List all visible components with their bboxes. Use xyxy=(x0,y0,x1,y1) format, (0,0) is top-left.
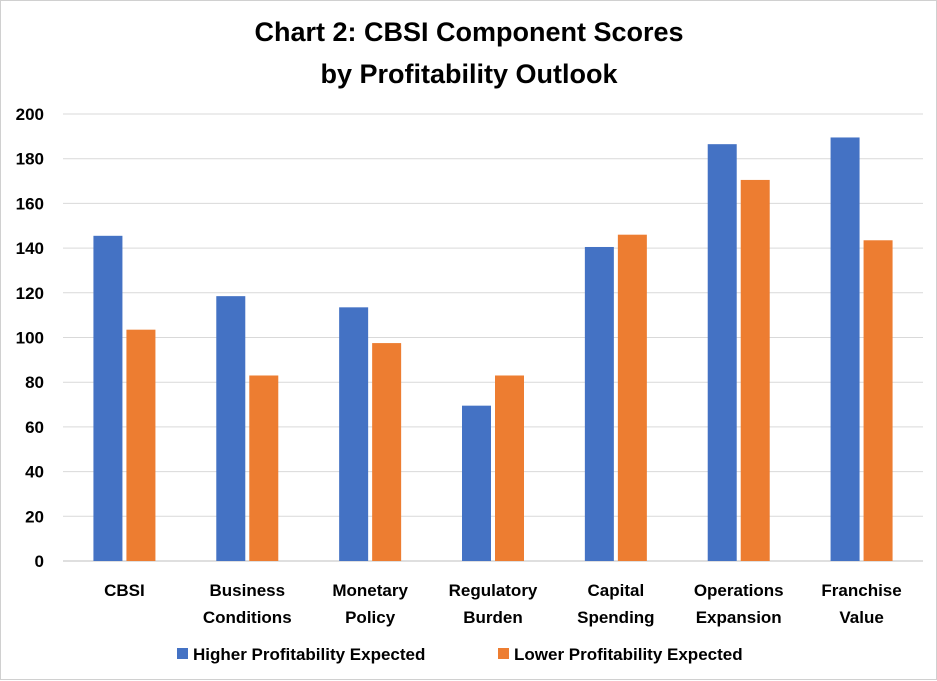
y-tick-label: 120 xyxy=(16,284,44,303)
y-tick-label: 0 xyxy=(35,552,44,571)
category-label: Regulatory xyxy=(449,581,538,600)
y-axis-ticks: 0 20 40 60 80 100 120 140 160 180 200 xyxy=(16,105,44,571)
category-label: Capital xyxy=(588,581,645,600)
chart-title: Chart 2: CBSI Component Scores xyxy=(254,17,683,47)
bar-higher-3 xyxy=(462,405,491,561)
category-label: Expansion xyxy=(696,608,782,627)
y-tick-label: 180 xyxy=(16,150,44,169)
bar-lower-1 xyxy=(249,375,279,561)
bar-lower-4 xyxy=(617,234,647,561)
legend: Higher Profitability Expected Lower Profi… xyxy=(177,645,743,664)
bar-higher-1 xyxy=(216,296,246,561)
bar-lower-2 xyxy=(372,343,402,561)
bar-lower-5 xyxy=(740,179,770,561)
x-axis-categories: CBSI Business Conditions Monetary Policy Regu… xyxy=(104,581,902,627)
bar-lower-0 xyxy=(126,329,156,561)
legend-swatch xyxy=(177,648,188,659)
y-tick-label: 60 xyxy=(25,418,44,437)
category-label: CBSI xyxy=(104,581,145,600)
category-label: Operations xyxy=(694,581,784,600)
category-label: Spending xyxy=(577,608,654,627)
y-tick-label: 100 xyxy=(16,329,44,348)
bar-lower-6 xyxy=(863,240,893,561)
bar-higher-5 xyxy=(707,144,737,562)
category-label: Policy xyxy=(345,608,396,627)
gridlines xyxy=(63,113,923,562)
category-label: Burden xyxy=(463,608,523,627)
bar-higher-4 xyxy=(584,246,614,562)
legend-label: Lower Profitability Expected xyxy=(514,645,743,664)
bar-higher-0 xyxy=(93,235,123,561)
y-tick-label: 200 xyxy=(16,105,44,124)
category-label: Franchise xyxy=(821,581,901,600)
y-tick-label: 160 xyxy=(16,194,44,213)
category-label: Conditions xyxy=(203,608,292,627)
bar-lower-3 xyxy=(495,375,524,561)
legend-swatch xyxy=(498,648,509,659)
y-tick-label: 40 xyxy=(25,463,44,482)
legend-label: Higher Profitability Expected xyxy=(193,645,425,664)
bar-higher-2 xyxy=(339,307,369,561)
y-tick-label: 80 xyxy=(25,373,44,392)
y-tick-label: 20 xyxy=(25,507,44,526)
chart-subtitle: by Profitability Outlook xyxy=(320,59,618,89)
y-tick-label: 140 xyxy=(16,239,44,258)
category-label: Monetary xyxy=(332,581,408,600)
category-label: Business xyxy=(209,581,285,600)
bar-higher-6 xyxy=(830,137,860,561)
bars xyxy=(93,137,893,562)
category-label: Value xyxy=(839,608,883,627)
